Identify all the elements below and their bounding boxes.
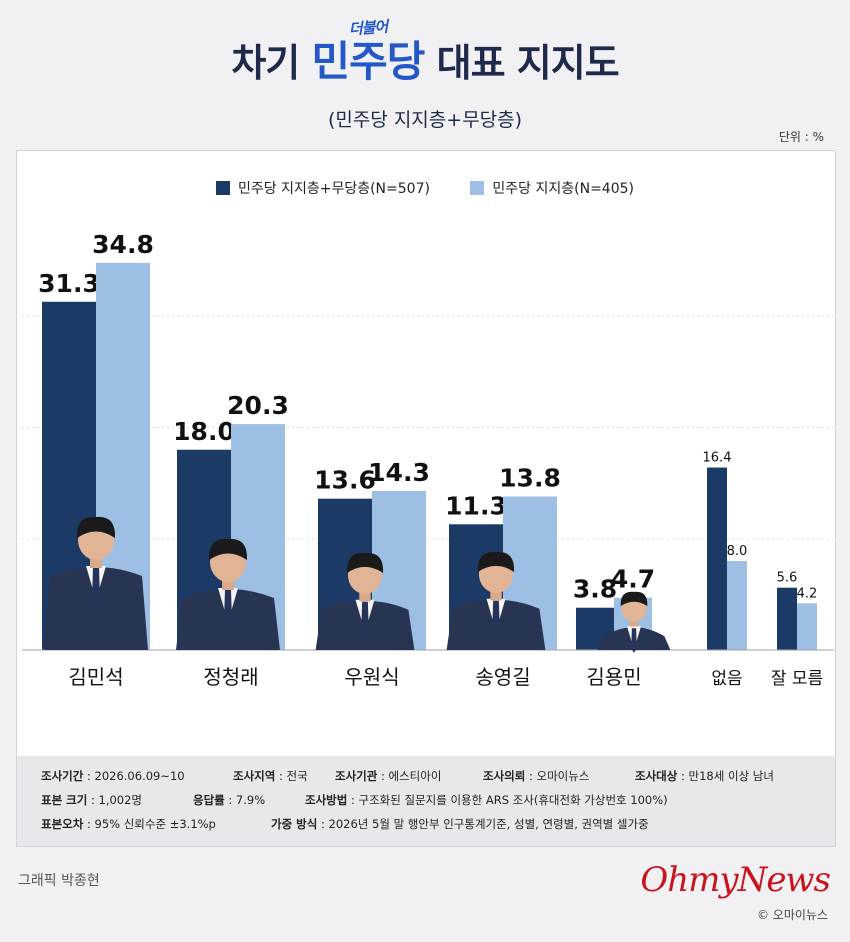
category-label: 없음 xyxy=(711,669,742,689)
note-target: 조사대상 : 만18세 이상 남녀 xyxy=(635,769,774,783)
portrait-hair-icon xyxy=(76,516,116,538)
data-label: 34.8 xyxy=(92,230,154,259)
title-brand: 더불어 민주당 xyxy=(311,18,425,86)
legend-item-2: 민주당 지지층(N=405) xyxy=(470,181,634,197)
data-label: 31.3 xyxy=(38,269,100,298)
category-label: 김민석 xyxy=(68,665,123,689)
data-label: 11.3 xyxy=(445,491,507,520)
note-response: 응답률 : 7.9% xyxy=(193,793,266,807)
data-label: 8.0 xyxy=(727,544,748,559)
portrait-hair-icon xyxy=(620,591,648,606)
portrait-tie-icon xyxy=(631,628,637,653)
data-label: 13.6 xyxy=(314,466,376,495)
chart-title: 차기 더불어 민주당 대표 지지도 xyxy=(0,18,850,89)
portrait-tie-icon xyxy=(92,568,100,604)
bar-잘 모름-1 xyxy=(777,587,797,650)
note-weighting: 가중 방식 : 2026년 5월 말 행안부 인구통계기준, 성별, 연령별, … xyxy=(271,817,649,831)
note-region: 조사지역 : 전국 xyxy=(233,769,308,783)
notes-row-3: 표본오차 : 95% 신뢰수준 ±3.1%p 가중 방식 : 2026년 5월 … xyxy=(17,816,835,836)
note-sample: 표본 크기 : 1,002명 xyxy=(41,793,143,807)
unit-label: 단위 : % xyxy=(778,130,824,144)
graphic-credit: 그래픽 박종현 xyxy=(18,873,100,889)
bar-없음-2 xyxy=(727,561,747,650)
portrait-tie-icon xyxy=(492,600,500,635)
portrait-hair-icon xyxy=(477,551,515,572)
data-label: 3.8 xyxy=(573,575,617,604)
note-method: 조사방법 : 구조화된 질문지를 이용한 ARS 조사(휴대전화 가상번호 10… xyxy=(305,793,668,807)
note-client: 조사의뢰 : 오마이뉴스 xyxy=(483,769,590,783)
note-error: 표본오차 : 95% 신뢰수준 ±3.1%p xyxy=(41,817,216,831)
legend-label-1: 민주당 지지층+무당층(N=507) xyxy=(238,181,430,197)
chart-subtitle: (민주당 지지층+무당층) xyxy=(327,109,523,131)
data-label: 14.3 xyxy=(368,458,430,487)
data-label: 4.2 xyxy=(797,586,818,601)
data-label: 13.8 xyxy=(499,463,561,492)
legend-label-2: 민주당 지지층(N=405) xyxy=(492,181,634,197)
data-label: 18.0 xyxy=(173,417,235,446)
category-label: 김용민 xyxy=(586,665,641,689)
legend-swatch-2 xyxy=(470,181,485,195)
title-suffix: 대표 지지도 xyxy=(424,41,620,85)
notes-row-2: 표본 크기 : 1,002명 응답률 : 7.9% 조사방법 : 구조화된 질문… xyxy=(17,792,835,812)
note-period: 조사기간 : 2026.06.09~10 xyxy=(41,769,185,783)
ohmynews-logo: OhmyNews xyxy=(640,860,831,900)
notes-row-1: 조사기간 : 2026.06.09~10 조사지역 : 전국 조사기관 : 에스… xyxy=(17,768,835,788)
legend-item-1: 민주당 지지층+무당층(N=507) xyxy=(216,181,430,197)
portrait-tie-icon xyxy=(224,590,232,626)
legend: 민주당 지지층+무당층(N=507) 민주당 지지층(N=405) xyxy=(0,178,850,198)
data-label: 16.4 xyxy=(703,451,732,466)
category-label: 잘 모름 xyxy=(771,669,823,689)
copyright: © 오마이뉴스 xyxy=(756,908,828,922)
portrait-hair-icon xyxy=(208,538,248,560)
portrait-neck-icon xyxy=(359,590,371,602)
data-label: 20.3 xyxy=(227,391,289,420)
portrait-suit-icon xyxy=(44,567,148,650)
portrait-tie-icon xyxy=(361,601,369,636)
bar-없음-1 xyxy=(707,467,727,650)
category-label: 우원식 xyxy=(344,665,399,689)
bar-잘 모름-2 xyxy=(797,603,817,650)
note-agency: 조사기관 : 에스티아이 xyxy=(335,769,442,783)
portrait-neck-icon xyxy=(490,589,502,601)
survey-notes: 조사기간 : 2026.06.09~10 조사지역 : 전국 조사기관 : 에스… xyxy=(16,756,836,847)
category-label: 정청래 xyxy=(203,665,258,689)
category-label: 송영길 xyxy=(475,665,530,689)
portrait-neck-icon xyxy=(629,618,639,627)
chart-panel xyxy=(16,150,836,758)
portrait-hair-icon xyxy=(346,552,384,573)
title-brand-text: 민주당 xyxy=(311,37,425,86)
data-label: 5.6 xyxy=(777,571,798,586)
data-label: 4.7 xyxy=(611,565,655,594)
title-prefix: 차기 xyxy=(231,41,312,85)
legend-swatch-1 xyxy=(216,181,230,195)
